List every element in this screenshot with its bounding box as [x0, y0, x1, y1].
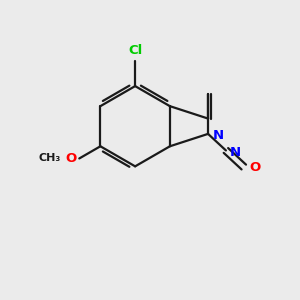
Text: N: N [230, 146, 241, 159]
Text: O: O [66, 152, 77, 165]
Text: O: O [250, 160, 261, 173]
Text: N: N [212, 129, 224, 142]
Text: Cl: Cl [128, 44, 142, 57]
Text: CH₃: CH₃ [39, 154, 61, 164]
